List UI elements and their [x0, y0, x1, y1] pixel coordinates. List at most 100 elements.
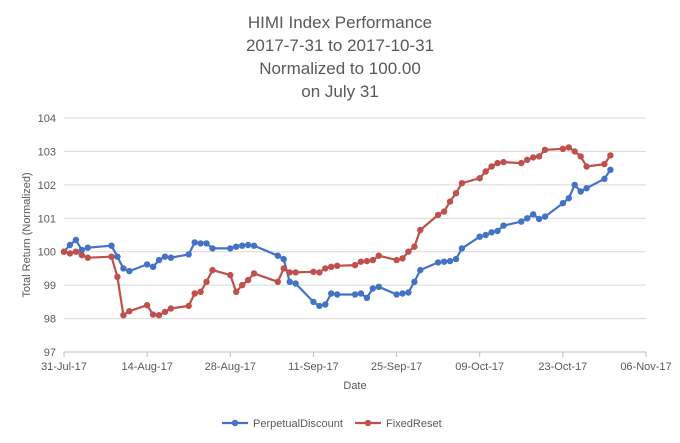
data-point-perpetualdiscount — [126, 267, 133, 275]
data-point-fixedreset — [185, 302, 192, 310]
data-point-fixedreset — [286, 269, 293, 276]
data-point-perpetualdiscount — [494, 227, 501, 235]
y-tick-labels: 97 98 99 100 101 102 103 104 — [38, 113, 56, 359]
data-point-fixedreset — [108, 253, 115, 260]
chart-title-line: HIMI Index Performance — [248, 13, 432, 32]
data-point-fixedreset — [316, 269, 323, 276]
data-point-perpetualdiscount — [108, 242, 115, 249]
data-point-perpetualdiscount — [161, 253, 169, 260]
data-point-fixedreset — [369, 256, 376, 264]
data-point-perpetualdiscount — [227, 245, 234, 252]
data-point-perpetualdiscount — [440, 258, 448, 265]
data-point-perpetualdiscount — [120, 265, 127, 272]
y-tick-label: 104 — [38, 113, 56, 125]
chart-title: HIMI Index Performance 2017-7-31 to 2017-… — [246, 13, 434, 101]
data-point-fixedreset — [60, 248, 68, 255]
data-point-fixedreset — [167, 305, 175, 312]
chart-title-line: Normalized to 100.00 — [259, 59, 421, 78]
data-point-perpetualdiscount — [541, 213, 549, 220]
data-point-fixedreset — [310, 268, 317, 275]
x-tick-label: 31-Jul-17 — [41, 361, 87, 373]
data-point-perpetualdiscount — [310, 298, 317, 306]
data-point-perpetualdiscount — [322, 301, 329, 308]
data-point-fixedreset — [405, 248, 412, 255]
data-point-perpetualdiscount — [488, 229, 495, 236]
data-point-perpetualdiscount — [577, 188, 584, 195]
data-point-fixedreset — [149, 311, 157, 318]
data-point-fixedreset — [274, 278, 281, 285]
data-point-fixedreset — [601, 160, 608, 168]
data-point-perpetualdiscount — [369, 285, 376, 292]
data-point-perpetualdiscount — [535, 215, 543, 223]
data-point-fixedreset — [363, 257, 371, 265]
data-point-fixedreset — [524, 156, 531, 163]
data-point-fixedreset — [191, 290, 198, 297]
legend-label-perpetualdiscount: PerpetualDiscount — [253, 418, 343, 430]
data-point-fixedreset — [292, 269, 299, 276]
data-point-perpetualdiscount — [316, 302, 323, 310]
data-point-fixedreset — [530, 154, 537, 161]
data-point-perpetualdiscount — [233, 243, 240, 250]
data-point-perpetualdiscount — [274, 252, 281, 259]
data-point-perpetualdiscount — [72, 236, 80, 244]
data-point-fixedreset — [357, 258, 365, 265]
data-point-perpetualdiscount — [149, 263, 157, 270]
data-series — [60, 144, 614, 319]
data-point-fixedreset — [72, 248, 80, 255]
data-point-perpetualdiscount — [209, 245, 216, 252]
x-tick-label: 28-Aug-17 — [205, 361, 256, 373]
y-tick-label: 103 — [38, 146, 56, 158]
chart-title-line: on July 31 — [301, 82, 379, 101]
data-point-perpetualdiscount — [351, 291, 359, 298]
data-point-fixedreset — [559, 145, 567, 152]
data-point-perpetualdiscount — [399, 290, 406, 297]
data-point-perpetualdiscount — [334, 291, 341, 298]
data-point-fixedreset — [209, 266, 216, 274]
data-point-perpetualdiscount — [191, 239, 198, 246]
data-point-fixedreset — [518, 159, 525, 167]
y-tick-label: 100 — [38, 247, 56, 259]
legend-marker-perpetualdiscount — [231, 419, 239, 427]
data-point-perpetualdiscount — [167, 254, 175, 261]
y-tick-label: 97 — [44, 347, 56, 359]
legend-marker-fixedreset — [364, 419, 372, 427]
data-point-fixedreset — [488, 163, 495, 170]
data-point-perpetualdiscount — [458, 245, 466, 252]
data-point-perpetualdiscount — [286, 278, 293, 285]
legend: PerpetualDiscount FixedReset — [222, 418, 442, 430]
data-point-perpetualdiscount — [66, 241, 74, 249]
chart-title-line: 2017-7-31 to 2017-10-31 — [246, 36, 434, 55]
data-point-fixedreset — [446, 198, 454, 205]
data-point-perpetualdiscount — [393, 291, 400, 298]
series-line-fixedreset — [63, 146, 612, 317]
data-point-perpetualdiscount — [250, 242, 258, 249]
data-point-perpetualdiscount — [518, 218, 525, 225]
y-axis-title: Total Return (Normalized) — [21, 172, 33, 297]
data-point-fixedreset — [250, 270, 258, 277]
data-point-perpetualdiscount — [530, 211, 537, 218]
y-tick-label: 98 — [44, 314, 56, 326]
x-tick-label: 23-Oct-17 — [538, 361, 587, 373]
data-point-perpetualdiscount — [417, 266, 424, 274]
data-point-fixedreset — [476, 175, 483, 182]
y-tick-label: 101 — [38, 213, 56, 225]
data-point-perpetualdiscount — [482, 231, 489, 239]
data-point-fixedreset — [583, 163, 590, 170]
data-point-perpetualdiscount — [328, 290, 335, 297]
data-point-fixedreset — [239, 281, 246, 289]
data-point-fixedreset — [233, 288, 240, 295]
x-tick-label: 14-Aug-17 — [121, 361, 172, 373]
data-point-fixedreset — [458, 180, 466, 187]
data-point-fixedreset — [114, 273, 121, 280]
data-point-fixedreset — [155, 312, 163, 319]
data-point-fixedreset — [143, 302, 151, 309]
data-point-perpetualdiscount — [601, 175, 608, 182]
data-point-perpetualdiscount — [143, 261, 151, 268]
data-point-perpetualdiscount — [559, 200, 567, 207]
data-point-fixedreset — [399, 255, 406, 262]
data-point-perpetualdiscount — [476, 233, 483, 240]
data-point-fixedreset — [203, 278, 210, 285]
data-point-perpetualdiscount — [203, 240, 210, 247]
data-point-fixedreset — [434, 211, 442, 219]
data-point-fixedreset — [120, 312, 127, 319]
